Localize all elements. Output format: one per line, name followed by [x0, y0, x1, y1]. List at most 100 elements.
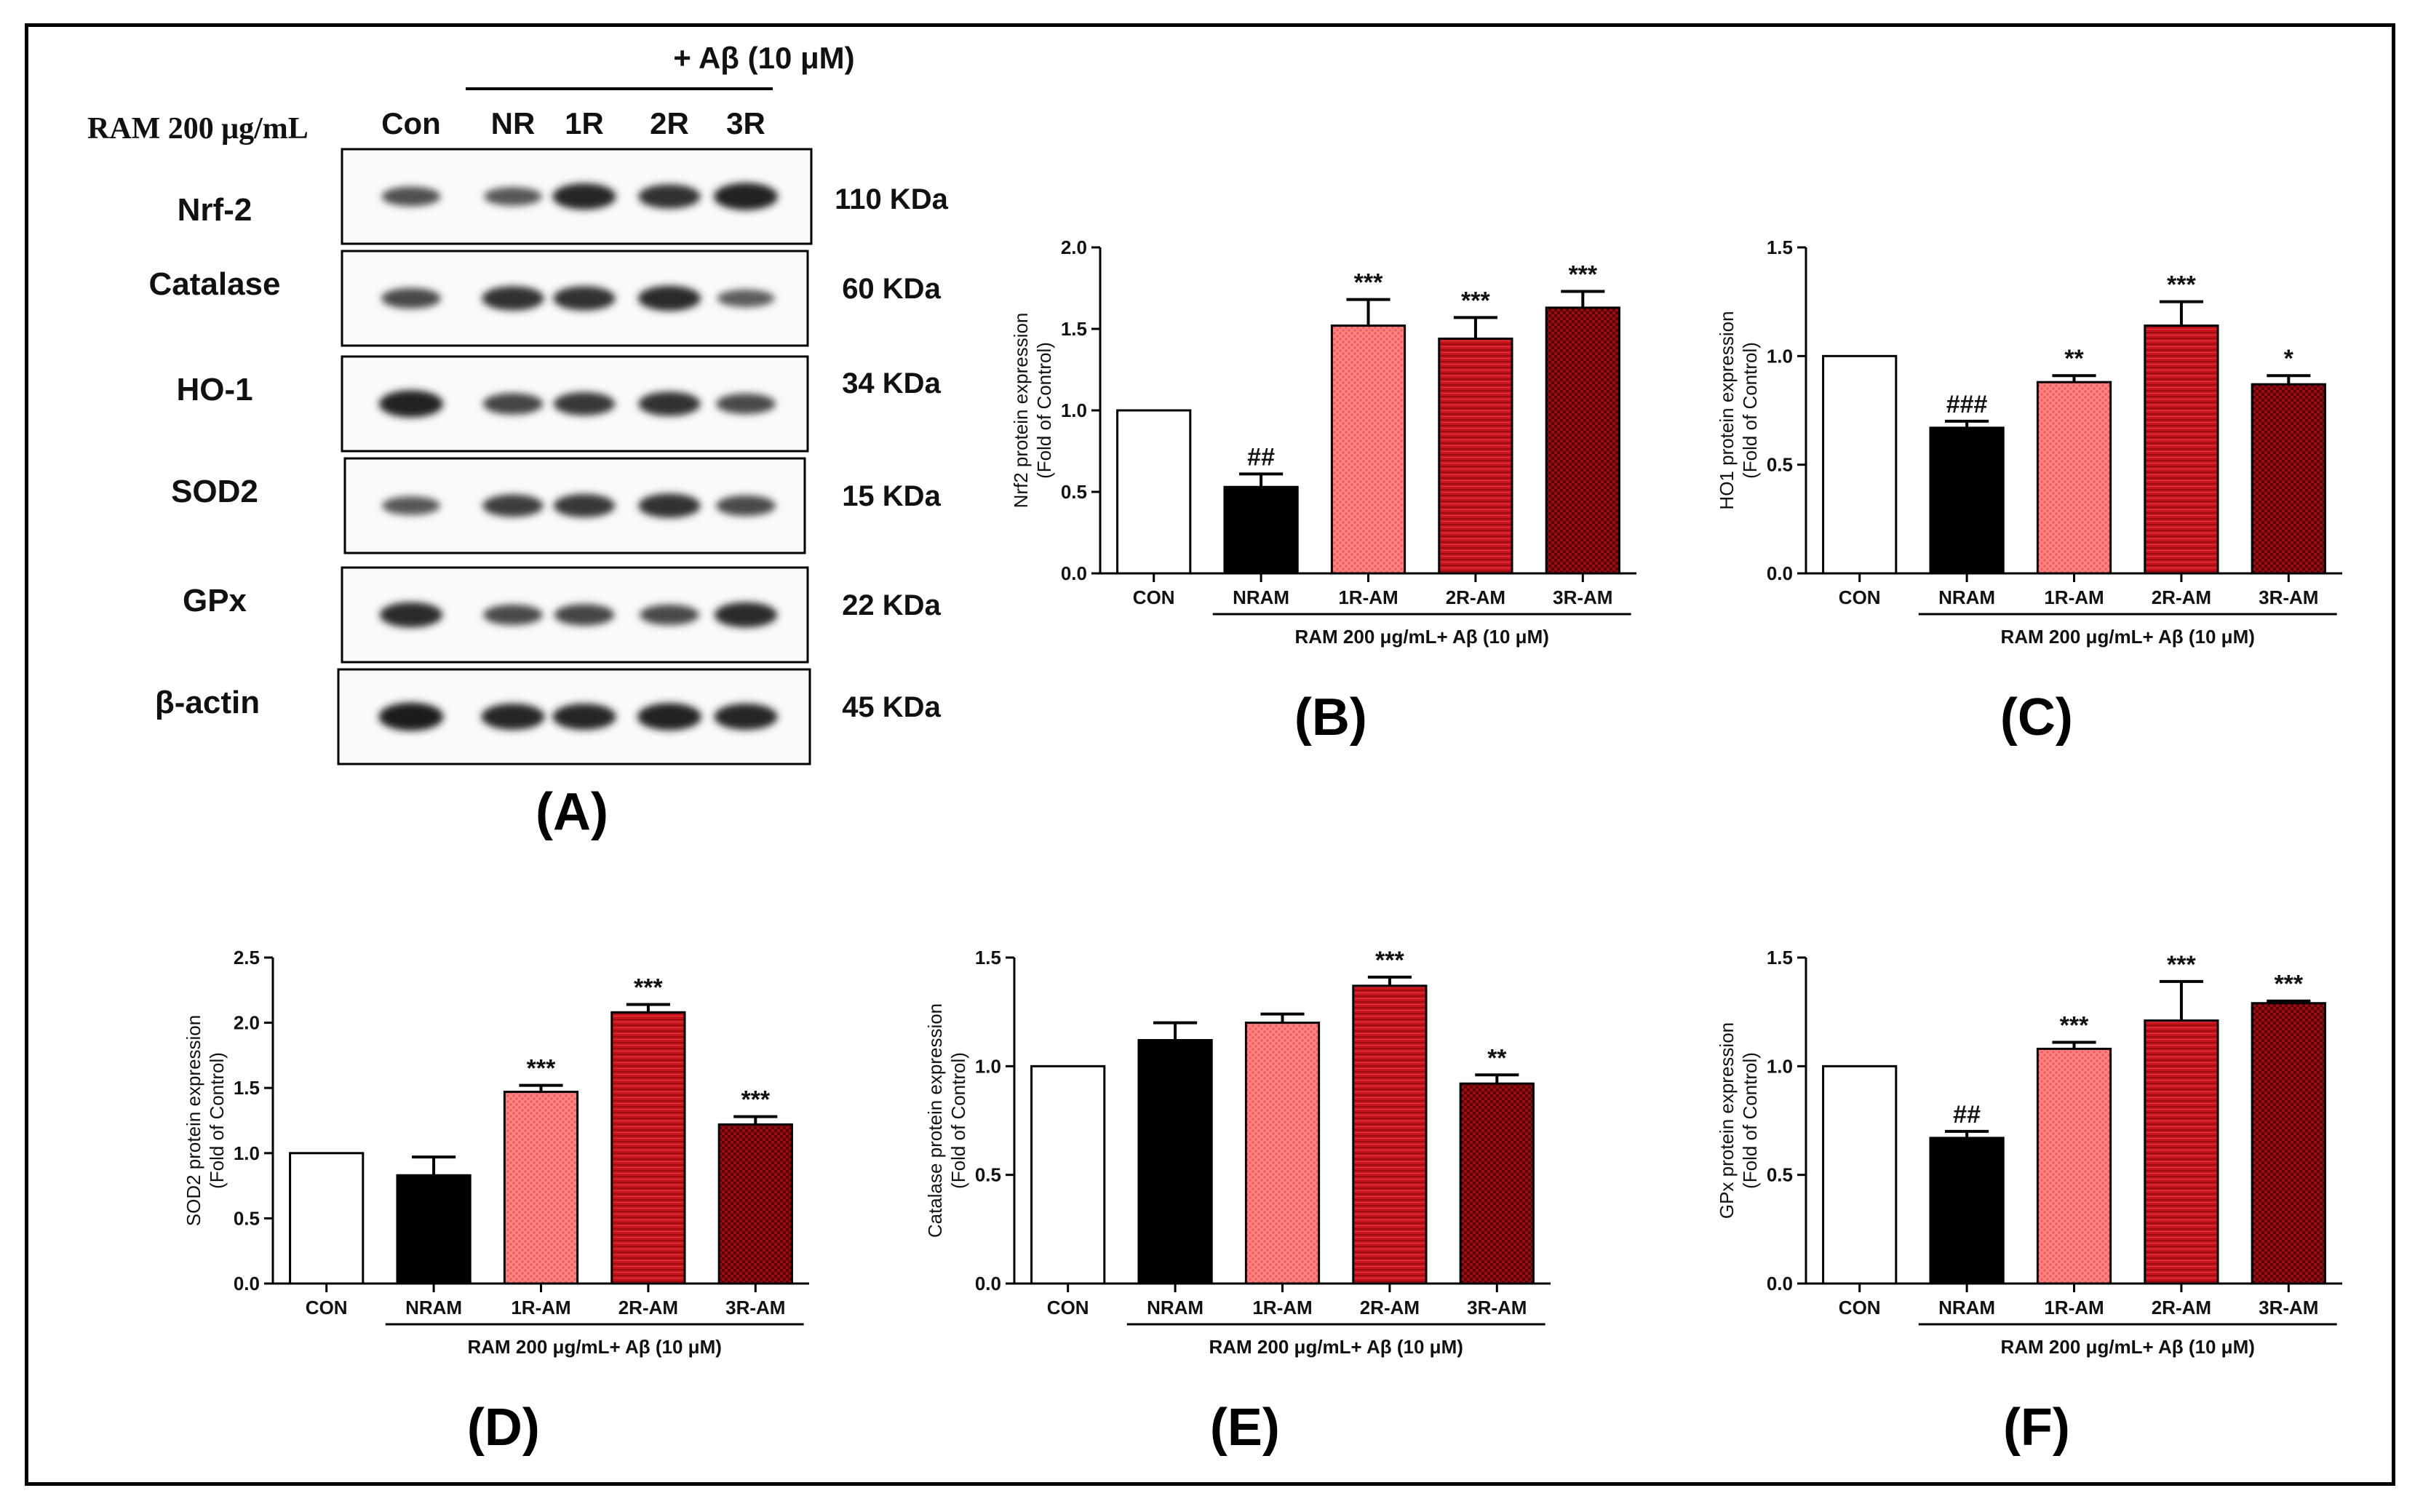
chart-b: 0.0 0.5 1.0 1.5 2.0 Nrf2 protein expression (F… [1010, 236, 1636, 747]
bar-1r-am [2036, 381, 2112, 575]
x-tick-label: CON [1133, 586, 1175, 608]
y-tick-label: 2.0 [234, 1012, 260, 1034]
bar-3r-am [1545, 306, 1620, 575]
y-tick-label: 0.0 [234, 1273, 260, 1294]
blot-band [716, 393, 776, 415]
blot-band [713, 183, 779, 210]
significance-mark: ** [1487, 1044, 1507, 1072]
protein-label: β-actin [155, 685, 260, 720]
y-tick-label: 0.0 [1767, 562, 1793, 584]
panel-label-a: (A) [536, 783, 608, 841]
group-label: RAM 200 μg/mL+ Aβ (10 μM) [2001, 626, 2255, 648]
blot-band [716, 495, 776, 517]
blot-band [638, 493, 701, 518]
blot-row-4: GPx 22 KDa [183, 566, 942, 664]
significance-mark: *** [1375, 947, 1404, 974]
y-tick-label: 1.0 [1767, 1055, 1793, 1077]
y-tick-label: 1.5 [234, 1077, 260, 1099]
y-axis-label: GPx protein expression [1716, 1022, 1738, 1219]
x-tick-label: 1R-AM [2044, 1297, 2104, 1318]
bar-nram [1929, 1137, 2005, 1285]
kda-label: 110 KDa [835, 183, 948, 215]
bar-2r-am [2144, 325, 2219, 575]
blot-band [714, 602, 778, 628]
panel-label-e: (E) [1210, 1398, 1280, 1457]
chart-c: 0.0 0.5 1.0 1.5 HO1 protein expression (Fold … [1716, 236, 2342, 747]
bar-con [1030, 1065, 1106, 1285]
blot-band [640, 604, 699, 626]
x-tick-label: 1R-AM [511, 1297, 570, 1318]
bar-nram [1929, 426, 2005, 575]
significance-mark: ## [1247, 443, 1275, 471]
group-label: RAM 200 μg/mL+ Aβ (10 μM) [468, 1336, 722, 1358]
significance-mark: *** [2060, 1011, 2089, 1039]
bar-1r-am [1244, 1022, 1321, 1285]
blot-row-2: HO-1 34 KDa [176, 355, 942, 453]
bar-3r-am [717, 1123, 793, 1285]
significance-mark: ** [2064, 345, 2084, 373]
y-tick-label: 0.5 [1061, 481, 1087, 503]
significance-mark: *** [634, 974, 663, 1002]
blot-row-label: RAM 200 μg/mL [87, 112, 309, 146]
protein-label: Catalase [148, 266, 280, 302]
significance-mark: *** [2167, 271, 2196, 299]
y-tick-label: 1.0 [1061, 399, 1087, 421]
blot-band [482, 286, 544, 311]
blot-band [381, 287, 441, 309]
bar-con [1116, 409, 1192, 575]
bar-con [1822, 1065, 1898, 1285]
significance-mark: *** [2274, 971, 2303, 998]
x-tick-label: NRAM [1233, 586, 1289, 608]
blot-rows: Nrf-2 110 KDa Catalase 60 KDa HO-1 34 KDa SOD2… [148, 148, 949, 765]
y-tick-label: 2.0 [1061, 236, 1087, 258]
bar-3r-am [2251, 1002, 2326, 1285]
bar-2r-am [1438, 337, 1513, 575]
x-tick-label: 2R-AM [1446, 586, 1505, 608]
group-label: RAM 200 μg/mL+ Aβ (10 μM) [1295, 626, 1549, 648]
y-tick-label: 1.5 [975, 947, 1001, 968]
protein-label: Nrf-2 [178, 192, 252, 228]
western-blot-panel: + Aβ (10 μM) RAM 200 μg/mL Con NR 1R 2R 3R N… [87, 41, 949, 841]
lane-label-1r: 1R [565, 106, 604, 140]
y-axis-label: SOD2 protein expression [183, 1015, 204, 1226]
blot-treatment-header: + Aβ (10 μM) [673, 41, 854, 75]
bar-1r-am [503, 1091, 579, 1285]
blot-band [481, 703, 545, 731]
x-tick-label: CON [1047, 1297, 1089, 1318]
blot-band [714, 703, 778, 731]
lane-label-3r: 3R [726, 106, 765, 140]
y-tick-label: 1.5 [1767, 236, 1793, 258]
significance-mark: ### [1946, 391, 1988, 418]
significance-mark: *** [2167, 951, 2196, 979]
y-axis-label: Nrf2 protein expression [1010, 313, 1032, 509]
bar-nram [396, 1174, 472, 1285]
kda-label: 45 KDa [842, 691, 941, 723]
y-axis-label-units: (Fold of Control) [1739, 342, 1761, 479]
y-tick-label: 0.0 [975, 1273, 1001, 1294]
lane-label-2r: 2R [650, 106, 689, 140]
blot-row-5: β-actin 45 KDa [155, 668, 942, 765]
kda-label: 22 KDa [842, 589, 941, 621]
protein-label: GPx [183, 583, 247, 618]
bar-2r-am [610, 1011, 686, 1285]
x-tick-label: NRAM [1147, 1297, 1203, 1318]
figure-frame [25, 23, 2395, 1486]
chart-f: 0.0 0.5 1.0 1.5 GPx protein expression (Fold … [1716, 947, 2342, 1457]
blot-band [552, 183, 616, 210]
x-tick-label: CON [1839, 1297, 1881, 1318]
blot-band [482, 393, 544, 415]
y-axis-label-units: (Fold of Control) [1739, 1052, 1761, 1189]
group-label: RAM 200 μg/mL+ Aβ (10 μM) [2001, 1336, 2255, 1358]
y-tick-label: 0.0 [1767, 1273, 1793, 1294]
bar-2r-am [1352, 984, 1428, 1285]
chart-d: 0.0 0.5 1.0 1.5 2.0 2.5 SOD2 protein expressio… [183, 947, 809, 1457]
y-tick-label: 1.0 [1767, 345, 1793, 367]
blot-band [554, 604, 615, 626]
blot-band [637, 285, 701, 311]
x-tick-label: 1R-AM [1338, 586, 1398, 608]
y-tick-label: 2.5 [234, 947, 260, 968]
bar-3r-am [2251, 383, 2326, 575]
blot-band [717, 289, 775, 308]
y-axis-label-units: (Fold of Control) [1033, 342, 1055, 479]
x-tick-label: 2R-AM [1360, 1297, 1420, 1318]
